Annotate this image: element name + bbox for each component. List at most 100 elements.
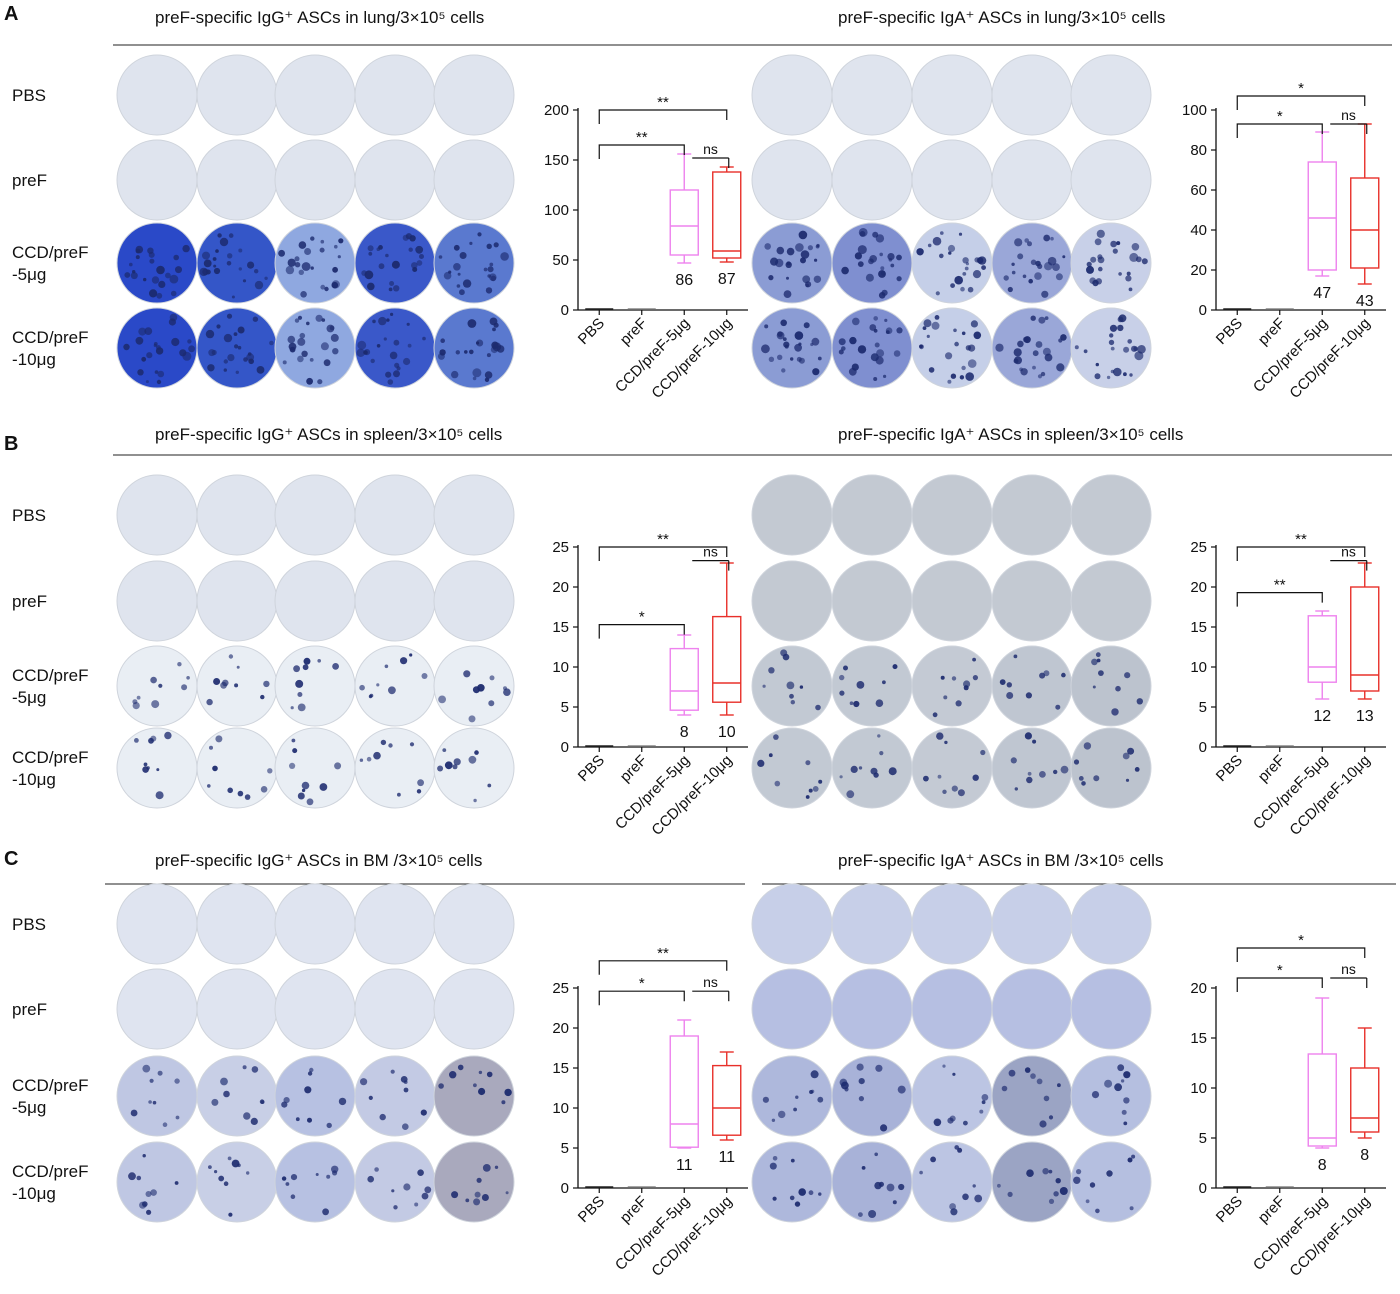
spot	[146, 352, 153, 359]
spot	[416, 789, 422, 794]
spot	[367, 245, 374, 252]
spot	[813, 275, 822, 283]
spot	[453, 758, 461, 766]
spot	[798, 357, 805, 364]
spot	[995, 343, 1004, 352]
spot	[223, 368, 227, 372]
spot	[1124, 672, 1131, 679]
spot	[854, 252, 863, 260]
spot	[1047, 256, 1057, 266]
well	[751, 474, 833, 556]
spot	[930, 1156, 936, 1163]
spot	[151, 700, 160, 709]
spot	[1127, 1157, 1133, 1163]
spot	[149, 258, 155, 264]
spot	[800, 250, 810, 259]
spot	[1125, 778, 1130, 782]
spot	[473, 1083, 477, 1088]
spot	[374, 1167, 379, 1172]
row-label: -10μg	[12, 770, 56, 789]
row-label: preF	[12, 592, 47, 611]
panel-letter: C	[4, 848, 18, 870]
y-tick-label: 20	[552, 1020, 569, 1037]
spot	[940, 675, 945, 680]
spot	[254, 269, 259, 274]
spot	[213, 264, 217, 268]
spot	[213, 678, 221, 685]
spot	[467, 319, 477, 328]
spot	[228, 233, 234, 238]
spot	[1053, 769, 1058, 775]
spot	[380, 739, 387, 746]
spot	[278, 249, 285, 257]
spot	[489, 273, 497, 282]
spot	[419, 254, 424, 259]
y-tick-label: 0	[1199, 1180, 1207, 1197]
spot	[967, 286, 974, 293]
spot	[388, 686, 396, 695]
spot	[858, 1078, 865, 1085]
spot	[385, 253, 389, 258]
spot	[1129, 1206, 1134, 1211]
well	[911, 645, 993, 727]
spot	[814, 258, 818, 262]
spot	[818, 1192, 822, 1196]
spot	[297, 337, 306, 346]
spot	[202, 251, 210, 260]
spot	[301, 781, 310, 790]
significance-label: ns	[703, 544, 718, 560]
y-tick-label: 5	[1199, 1130, 1207, 1147]
well	[354, 968, 436, 1050]
spot	[1086, 261, 1092, 267]
well	[433, 968, 515, 1050]
spot	[965, 372, 974, 381]
spot	[1038, 316, 1046, 324]
well	[274, 54, 356, 136]
spot	[1032, 350, 1039, 357]
spot	[888, 767, 897, 776]
y-tick-label: 10	[1190, 659, 1207, 676]
spot	[934, 315, 940, 320]
well	[911, 727, 993, 809]
spot	[1128, 287, 1133, 292]
spot	[923, 319, 932, 328]
spot	[500, 252, 509, 261]
spot	[839, 674, 845, 681]
spot	[297, 315, 303, 320]
spot	[1127, 339, 1132, 344]
spot	[1043, 1095, 1050, 1102]
spot	[898, 1183, 905, 1191]
y-tick-label: 0	[1199, 302, 1207, 319]
well	[751, 560, 833, 642]
spot	[290, 706, 294, 710]
significance-label: **	[657, 531, 669, 548]
box-body	[1350, 586, 1380, 692]
spot	[1115, 685, 1121, 692]
spot	[359, 684, 365, 691]
spot	[1048, 1198, 1055, 1204]
spot	[937, 774, 942, 779]
spot	[950, 373, 957, 379]
n-label: 11	[676, 1157, 693, 1174]
row-label: -5μg	[12, 265, 46, 284]
well	[751, 54, 833, 136]
n-label: 11	[718, 1149, 735, 1166]
spot	[949, 1203, 956, 1210]
spot	[954, 1145, 959, 1150]
spot	[981, 265, 986, 270]
spot	[954, 275, 963, 285]
spot	[997, 1183, 1001, 1188]
spot	[1055, 704, 1061, 710]
well	[911, 1055, 993, 1137]
spot	[776, 331, 785, 340]
spot	[174, 1078, 180, 1084]
spot	[309, 358, 314, 362]
spot	[964, 266, 969, 271]
y-tick-label: 100	[544, 202, 569, 219]
spot	[762, 684, 766, 688]
significance-label: ns	[1341, 107, 1356, 123]
spot	[220, 681, 228, 689]
spot	[892, 1200, 897, 1205]
